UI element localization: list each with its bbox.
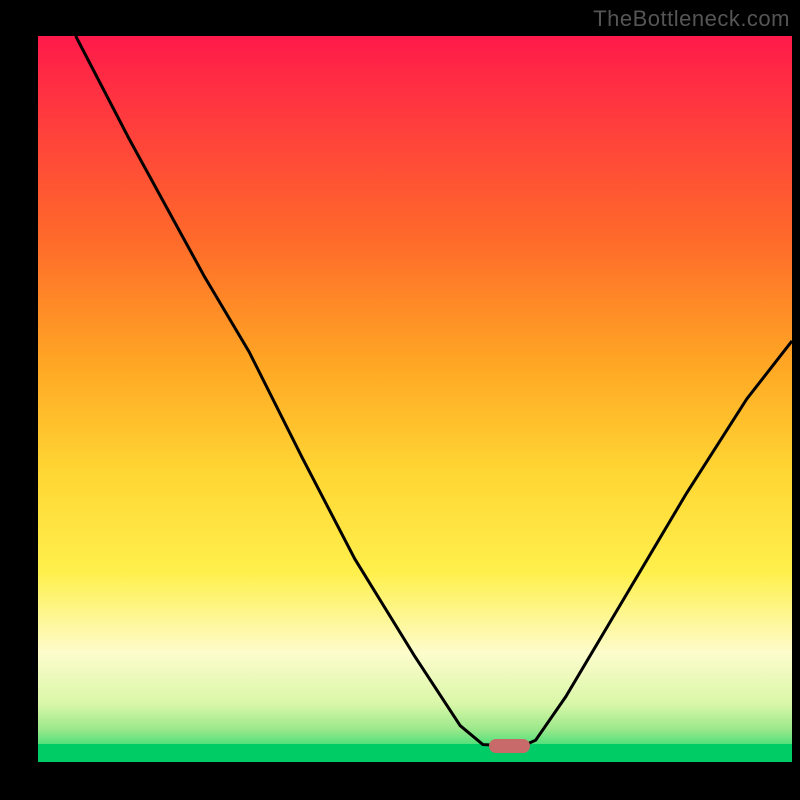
plot-area — [38, 36, 792, 762]
curve-path — [76, 36, 792, 745]
minimum-marker — [489, 739, 530, 752]
chart-frame: TheBottleneck.com — [0, 0, 800, 800]
bottleneck-curve — [38, 36, 792, 762]
watermark-text: TheBottleneck.com — [593, 6, 790, 32]
